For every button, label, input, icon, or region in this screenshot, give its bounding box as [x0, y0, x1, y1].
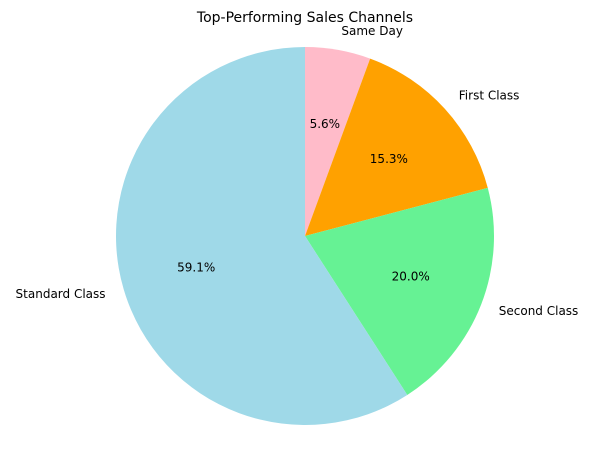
slice-label-standard-class: Standard Class — [16, 287, 106, 301]
slice-percent-standard-class: 59.1% — [177, 260, 215, 274]
slice-percent-second-class: 20.0% — [392, 270, 430, 284]
pie-slice-first-class — [305, 58, 488, 236]
slice-label-same-day: Same Day — [341, 24, 403, 38]
pie-slice-standard-class — [115, 47, 408, 426]
pie-slice-second-class — [305, 187, 495, 395]
slice-percent-first-class: 15.3% — [370, 152, 408, 166]
pie-labels: Same Day 5.6% First Class 15.3% Second Class… — [16, 24, 579, 318]
slice-percent-same-day: 5.6% — [310, 117, 341, 131]
pie-slices — [115, 47, 495, 426]
slice-label-second-class: Second Class — [499, 304, 579, 318]
slice-label-first-class: First Class — [459, 89, 520, 103]
chart-title: Top-Performing Sales Channels — [196, 10, 413, 26]
pie-slice-same-day — [305, 47, 371, 236]
